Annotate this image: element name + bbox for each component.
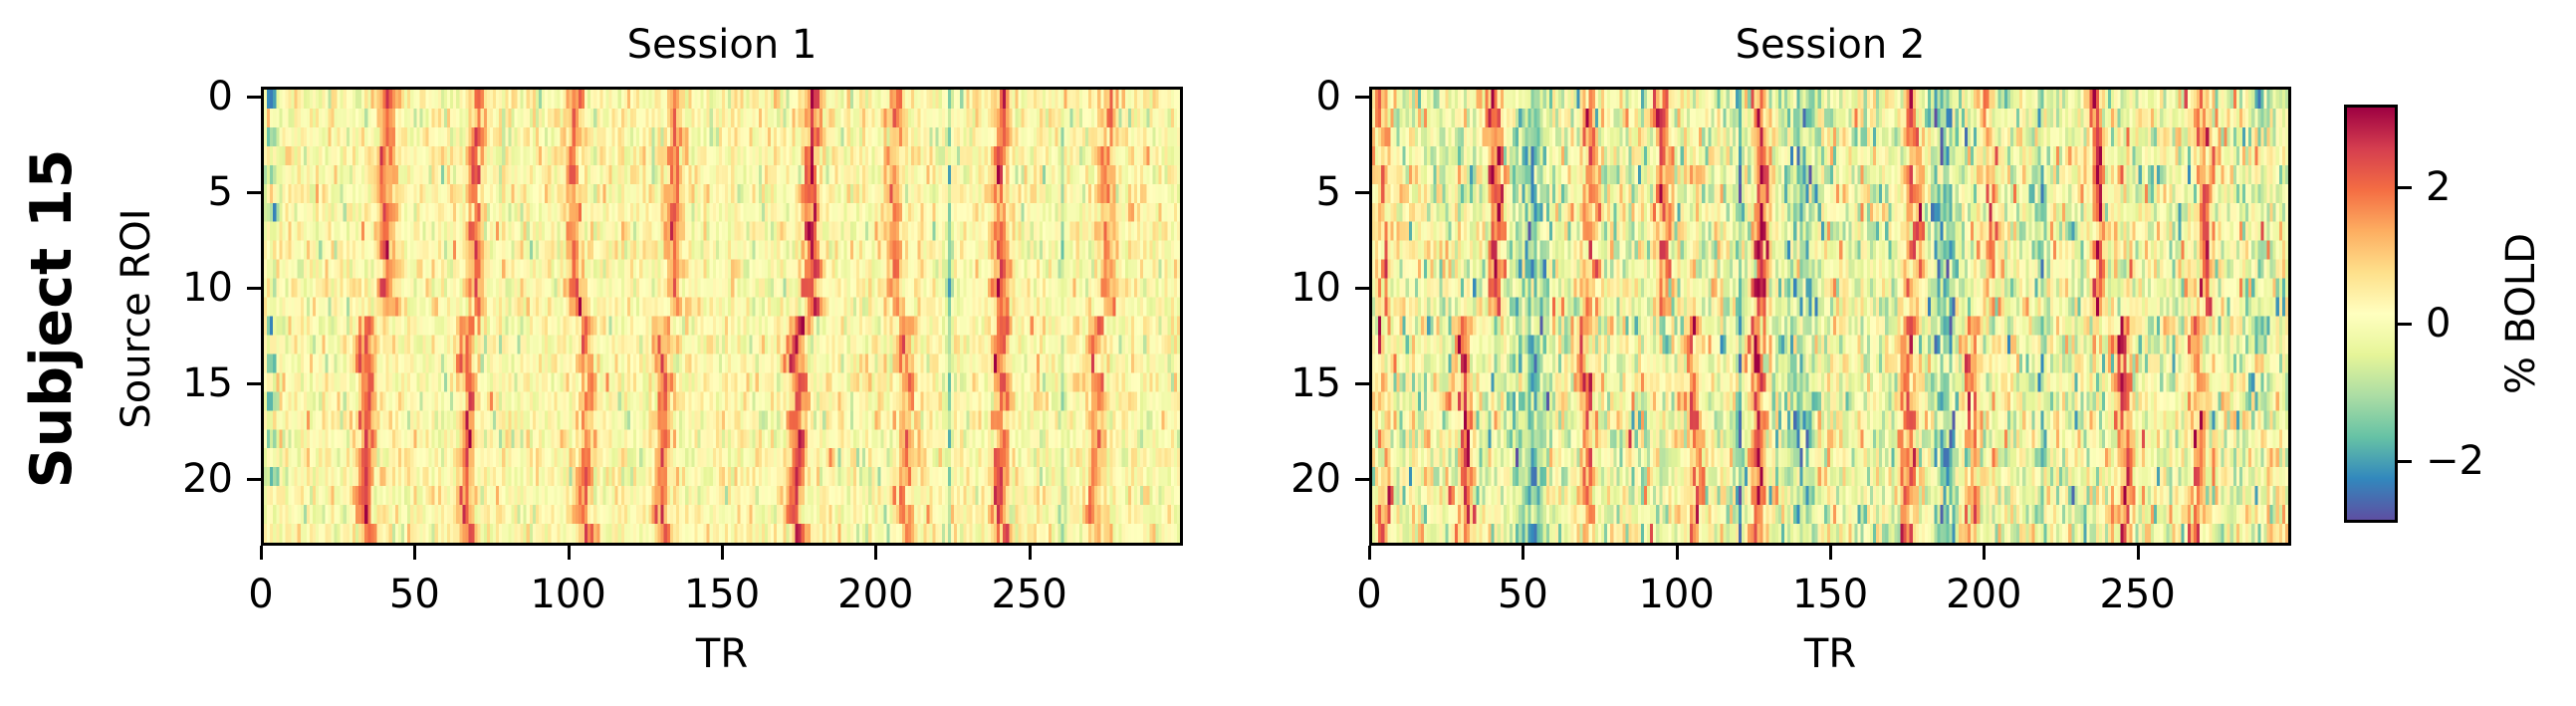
x-tick [1522,546,1525,560]
colorbar-label: % BOLD [2498,232,2544,395]
y-tick-label: 0 [207,73,233,119]
y-tick [1355,95,1369,99]
y-tick-label: 5 [1315,168,1341,215]
x-tick-label: 0 [248,572,274,617]
x-tick [260,546,263,560]
x-tick-label: 100 [1638,572,1715,617]
x-tick [1028,546,1032,560]
y-tick [247,190,261,194]
colorbar [2344,105,2398,523]
x-tick [721,546,724,560]
x-tick [413,546,417,560]
x-tick-label: 150 [1791,572,1869,617]
heatmap-session-1 [261,87,1183,546]
x-tick [567,546,571,560]
x-tick-label: 0 [1356,572,1382,617]
colorbar-tick [2398,460,2412,464]
y-tick [1355,477,1369,481]
y-tick [247,286,261,290]
y-tick [1355,381,1369,385]
y-tick-label: 0 [1315,73,1341,119]
colorbar-tick-label: −2 [2426,438,2484,485]
x-tick-label: 50 [388,572,440,617]
colorbar-tick [2398,185,2412,189]
x-tick-label: 150 [683,572,761,617]
x-tick [874,546,878,560]
colorbar-tick-label: 0 [2426,301,2452,348]
x-tick [1368,546,1371,560]
y-tick-label: 10 [182,264,233,311]
y-tick [247,95,261,99]
x-tick-label: 50 [1497,572,1548,617]
x-tick [1983,546,1987,560]
y-tick-label: 5 [207,168,233,215]
panel-title-session-1: Session 1 [626,22,818,68]
y-tick [247,381,261,385]
x-tick-label: 200 [837,572,914,617]
y-tick-label: 15 [1290,359,1341,406]
x-axis-label-session-1: TR [695,631,749,677]
y-tick-label: 15 [182,359,233,406]
x-tick-label: 100 [530,572,606,617]
x-axis-label-session-2: TR [1803,631,1857,677]
heatmap-session-2 [1369,87,2291,546]
heatmap-canvas [1372,90,2288,543]
x-tick [1675,546,1679,560]
x-tick [2136,546,2140,560]
x-tick-label: 250 [991,572,1067,617]
y-tick-label: 10 [1290,264,1341,311]
y-tick-label: 20 [182,455,233,502]
x-tick [1829,546,1832,560]
row-title: Subject 15 [19,148,85,489]
x-tick-label: 200 [1946,572,2022,617]
panel-title-session-2: Session 2 [1735,22,1926,68]
y-tick [1355,286,1369,290]
y-tick [1355,190,1369,194]
y-tick-label: 20 [1290,455,1341,502]
heatmap-canvas [264,90,1180,543]
colorbar-tick [2398,323,2412,327]
colorbar-tick-label: 2 [2426,163,2452,210]
x-tick-label: 250 [2099,572,2176,617]
y-tick [247,477,261,481]
